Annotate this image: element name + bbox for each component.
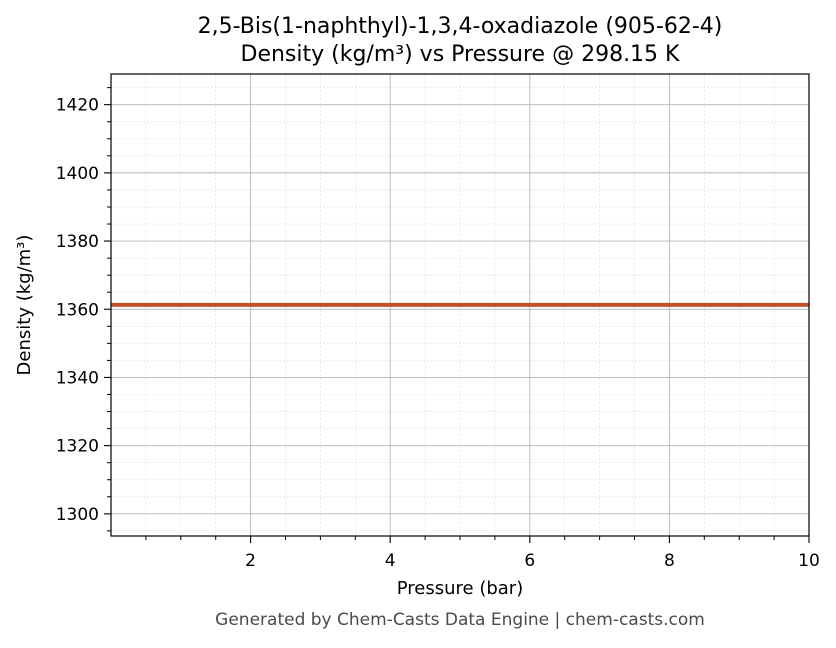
chart-title-line1: 2,5-Bis(1-naphthyl)-1,3,4-oxadiazole (90…: [198, 14, 723, 39]
y-tick-label: 1420: [56, 96, 99, 116]
x-tick-label: 6: [524, 551, 535, 571]
y-tick-label: 1400: [56, 164, 99, 184]
y-tick-label: 1320: [56, 437, 99, 457]
y-tick-label: 1380: [56, 232, 99, 252]
y-tick-label: 1300: [56, 505, 99, 525]
x-tick-label: 10: [798, 551, 820, 571]
y-tick-label: 1340: [56, 368, 99, 388]
y-tick-label: 1360: [56, 300, 99, 320]
x-tick-label: 8: [664, 551, 675, 571]
tick-labels: 2 4 6 8 10 1300 1320 1340 1360 1380 1400 1420: [56, 96, 820, 571]
axis-ticks: [104, 87, 810, 543]
x-tick-label: 2: [245, 551, 256, 571]
minor-gridlines: [111, 74, 809, 536]
chart-title-line2: Density (kg/m³) vs Pressure @ 298.15 K: [241, 42, 681, 67]
x-tick-label: 4: [385, 551, 396, 571]
footer-credit: Generated by Chem-Casts Data Engine | ch…: [215, 610, 705, 630]
y-axis-label: Density (kg/m³): [14, 235, 35, 376]
x-axis-label: Pressure (bar): [397, 578, 523, 599]
